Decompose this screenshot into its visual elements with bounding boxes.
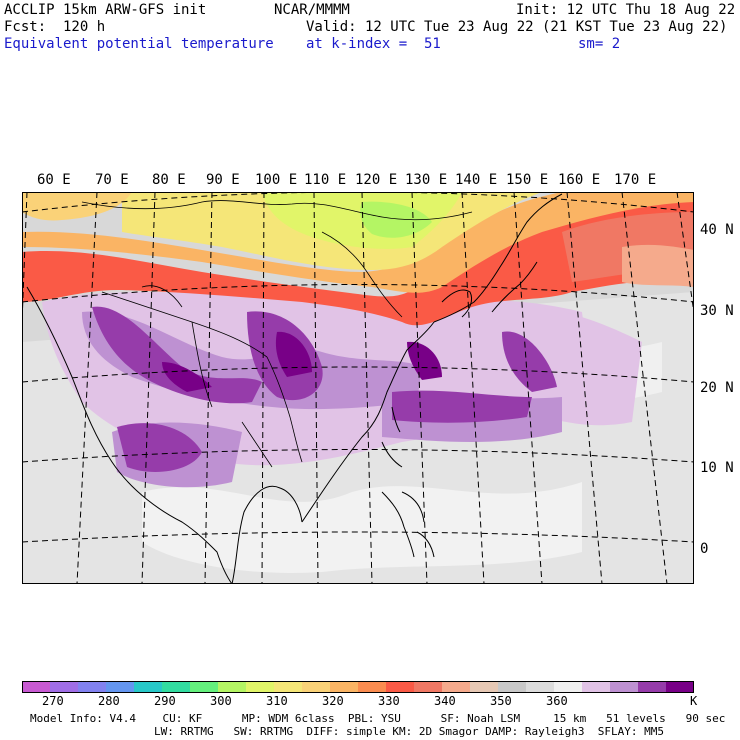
- colorbar-swatch: [638, 681, 667, 693]
- lon-label: 80 E: [152, 172, 186, 188]
- map-panel: [22, 192, 694, 584]
- colorbar-swatch: [666, 681, 694, 693]
- colorbar-tick-label: 320: [322, 694, 344, 708]
- colorbar-tick-label: 350: [490, 694, 512, 708]
- colorbar-swatch: [134, 681, 163, 693]
- colorbar-swatch: [22, 681, 51, 693]
- coastlines: [26, 193, 563, 584]
- organization-label: NCAR/MMMM: [274, 2, 350, 18]
- colorbar-tick-label: 270: [42, 694, 64, 708]
- lat-label: 0: [700, 541, 709, 557]
- colorbar-swatch: [526, 681, 555, 693]
- field-dark-purple-4: [392, 390, 532, 423]
- lon-label: 120 E: [355, 172, 398, 188]
- lat-label: 40 N: [700, 222, 734, 238]
- field-name: Equivalent potential temperature: [4, 36, 274, 52]
- colorbar-swatch: [386, 681, 415, 693]
- lon-label: 110 E: [304, 172, 347, 188]
- colorbar-swatch: [610, 681, 639, 693]
- lat-label: 30 N: [700, 303, 734, 319]
- colorbar-swatch: [162, 681, 191, 693]
- valid-time: Valid: 12 UTC Tue 23 Aug 22 (21 KST Tue …: [306, 19, 728, 35]
- colorbar-tick-label: 280: [98, 694, 120, 708]
- lon-label: 60 E: [37, 172, 71, 188]
- colorbar-unit: K: [690, 694, 698, 708]
- lon-label: 160 E: [558, 172, 601, 188]
- colorbar-tick-label: 310: [266, 694, 288, 708]
- graticule: [22, 192, 694, 584]
- colorbar-swatch: [414, 681, 443, 693]
- lon-label: 140 E: [455, 172, 498, 188]
- lat-label: 20 N: [700, 380, 734, 396]
- colorbar-swatch: [358, 681, 387, 693]
- field-light-salmon: [622, 244, 694, 287]
- colorbar-swatch: [554, 681, 583, 693]
- field-light-purple-2: [502, 306, 642, 426]
- physics-info-line: LW: RRTMG SW: RRTMG DIFF: simple KM: 2D …: [154, 725, 664, 738]
- colorbar-swatch: [218, 681, 247, 693]
- colorbar-swatch: [498, 681, 527, 693]
- forecast-hour: Fcst: 120 h: [4, 19, 106, 35]
- field-darkest-purple-2: [162, 362, 212, 392]
- colorbar-swatch: [106, 681, 135, 693]
- lat-label: 10 N: [700, 460, 734, 476]
- colorbar-tick-label: 330: [378, 694, 400, 708]
- colorbar-tick-label: 300: [210, 694, 232, 708]
- field-dark-purple-5: [502, 331, 557, 392]
- lon-label: 90 E: [206, 172, 240, 188]
- model-info-line: Model Info: V4.4 CU: KF MP: WDM 6class P…: [30, 712, 726, 725]
- colorbar-swatch: [302, 681, 331, 693]
- colorbar-tick-label: 340: [434, 694, 456, 708]
- colorbar-swatch: [190, 681, 219, 693]
- field-darkest-purple: [275, 331, 312, 377]
- colorbar-border: [22, 681, 694, 693]
- map-border: [22, 192, 694, 584]
- country-borders: [81, 200, 473, 468]
- field-dark-purple: [92, 306, 262, 404]
- colorbar-swatch: [274, 681, 303, 693]
- lon-label: 170 E: [614, 172, 657, 188]
- field-white-patches: [142, 482, 582, 573]
- colorbar-swatch: [246, 681, 275, 693]
- field-orange-band: [22, 192, 694, 293]
- lon-label: 150 E: [506, 172, 549, 188]
- colorbar: [22, 681, 694, 693]
- level-label: at k-index = 51: [306, 36, 441, 52]
- colorbar-swatch: [442, 681, 471, 693]
- model-title: ACCLIP 15km ARW-GFS init: [4, 2, 207, 18]
- colorbar-tick-label: 360: [546, 694, 568, 708]
- smoothing-label: sm= 2: [578, 36, 621, 52]
- init-time: Init: 12 UTC Thu 18 Aug 22: [516, 2, 736, 18]
- colorbar-swatch: [330, 681, 359, 693]
- colorbar-swatch: [50, 681, 79, 693]
- colorbar-tick-label: 290: [154, 694, 176, 708]
- lon-label: 70 E: [95, 172, 129, 188]
- field-dark-purple-3: [117, 423, 202, 472]
- lon-label: 100 E: [255, 172, 298, 188]
- colorbar-swatch: [78, 681, 107, 693]
- colorbar-swatch: [470, 681, 499, 693]
- colorbar-swatch: [582, 681, 611, 693]
- field-darkest-purple-3: [407, 341, 442, 380]
- lon-label: 130 E: [405, 172, 448, 188]
- field-lime-patch: [360, 201, 432, 238]
